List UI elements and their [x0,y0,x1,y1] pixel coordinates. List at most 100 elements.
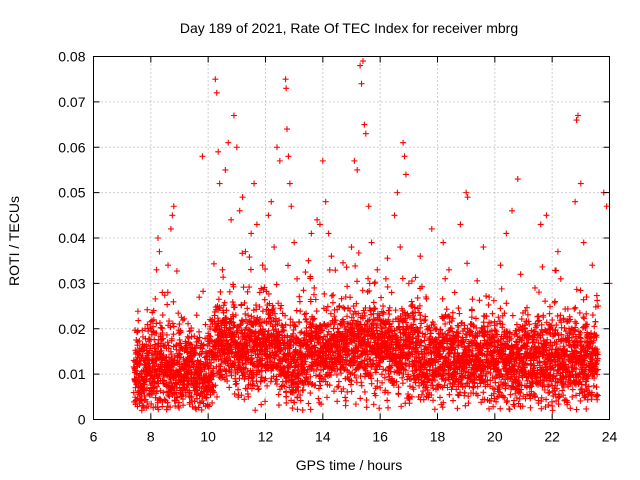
data-point [177,327,184,334]
data-point [257,378,264,385]
data-point [399,275,406,282]
data-point [331,313,338,320]
data-point [176,350,183,357]
data-point [303,375,310,382]
data-point [308,230,315,237]
data-point [271,244,278,251]
data-point [283,388,290,395]
data-point [317,367,324,374]
data-point [485,301,492,308]
data-point [273,351,280,358]
data-point [218,360,225,367]
data-point [188,333,195,340]
data-point [236,361,243,368]
data-point [196,376,203,383]
data-point [188,358,195,365]
data-point [362,130,369,137]
data-point [315,330,322,337]
data-point [334,325,341,332]
data-point [446,391,453,398]
data-point [198,350,205,357]
data-point [240,284,247,291]
data-point [275,402,282,409]
data-point [150,367,157,374]
data-point [159,377,166,384]
data-point [245,312,252,319]
data-point [330,291,337,298]
data-point [273,381,280,388]
data-point [256,303,263,310]
data-point [213,89,220,96]
data-point [228,318,235,325]
data-point [517,271,524,278]
data-point [401,153,408,160]
data-point [436,394,443,401]
data-point [182,392,189,399]
data-point [294,356,301,363]
data-point [307,373,314,380]
data-point [180,402,187,409]
data-point [283,393,290,400]
data-point [322,198,329,205]
data-point [483,293,490,300]
data-point [509,207,516,214]
data-point [294,406,301,413]
data-point [266,300,273,307]
data-point [316,372,323,379]
data-point [224,378,231,385]
data-point [255,385,262,392]
data-point [284,334,291,341]
data-points [130,58,613,414]
data-point [384,397,391,404]
data-point [242,385,249,392]
data-point [152,295,159,302]
data-point [328,366,335,373]
data-point [199,345,206,352]
data-point [260,331,267,338]
data-point [216,326,223,333]
data-point [275,335,282,342]
data-point [211,308,218,315]
data-point [194,387,201,394]
data-point [210,260,217,267]
data-point [273,281,280,288]
data-point [439,404,446,411]
data-point [208,359,215,366]
data-point [307,273,314,280]
data-point [183,374,190,381]
data-point [378,294,385,301]
data-point [155,235,161,241]
data-point [307,298,314,305]
data-point [451,289,458,296]
data-point [455,392,462,399]
data-point [212,76,219,83]
data-point [244,305,251,312]
data-point [288,372,295,379]
data-point [253,306,260,313]
data-point [216,305,223,312]
data-point [240,333,247,340]
data-point [474,383,481,390]
data-point [221,299,228,306]
data-point [321,290,328,297]
data-point [365,203,372,210]
data-point [165,262,172,269]
data-point [326,371,333,378]
data-point [296,293,303,300]
data-point [176,399,183,406]
data-point [286,338,293,345]
data-point [208,384,215,391]
data-point [206,362,213,369]
data-point [144,321,151,328]
data-point [242,316,249,323]
data-point [320,366,327,373]
data-point [194,395,201,402]
data-point [272,315,279,322]
data-point [322,378,329,385]
data-point [300,287,307,294]
data-point [196,368,203,375]
data-point [297,308,304,315]
data-point [258,401,265,408]
data-point [163,331,170,338]
